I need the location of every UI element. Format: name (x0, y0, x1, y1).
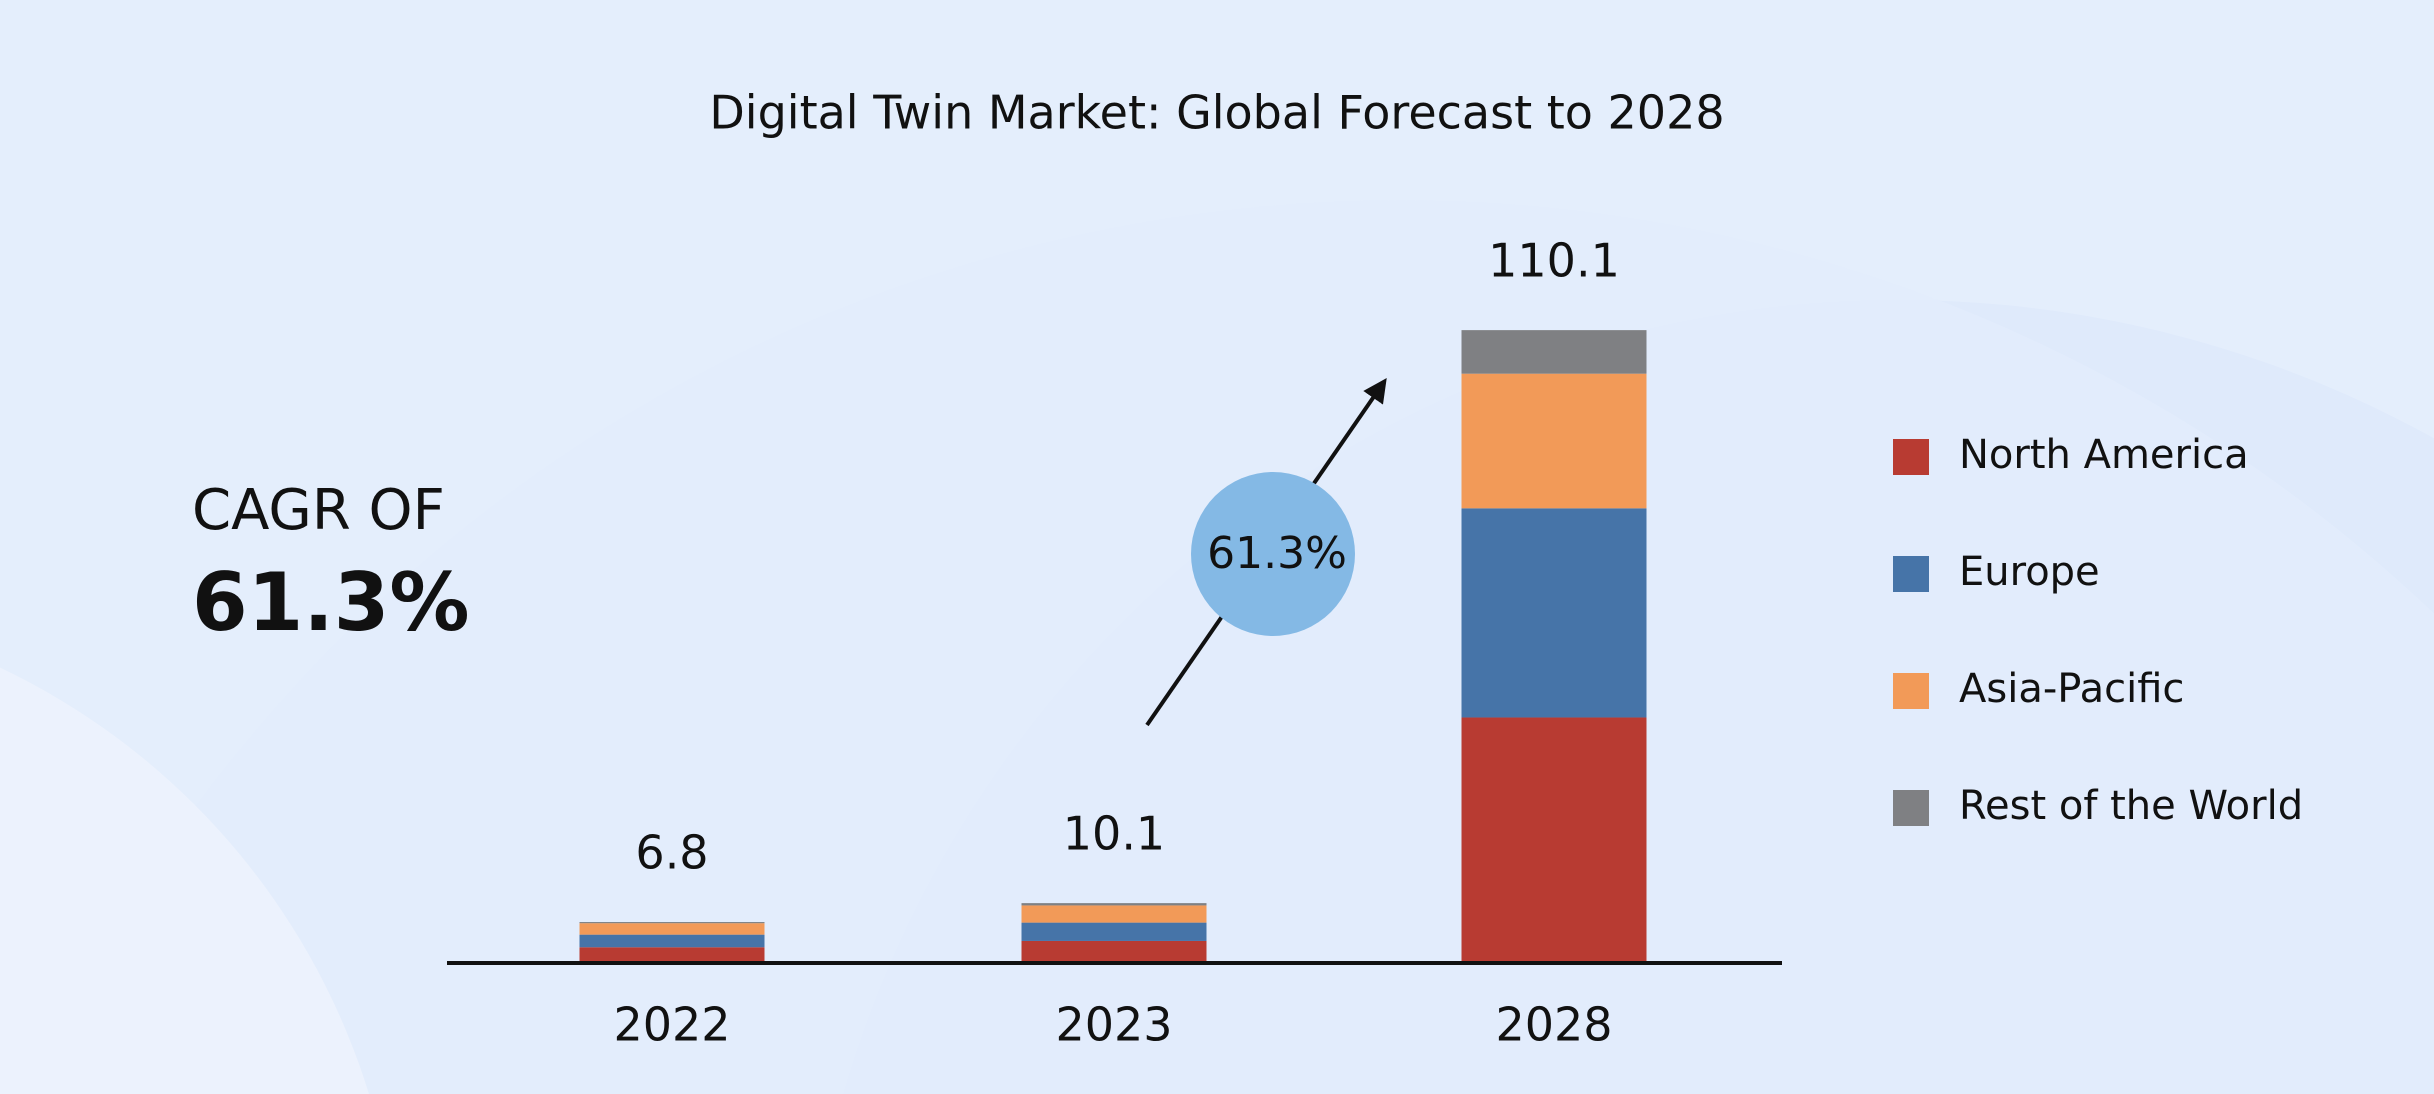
bar-segment (1021, 922, 1207, 941)
bar-segment (579, 922, 765, 924)
total-label: 6.8 (635, 826, 708, 880)
bar-segment (579, 923, 765, 935)
bar-segment (1461, 508, 1647, 718)
legend-label: North America (1959, 432, 2249, 478)
bar-segment (1021, 905, 1207, 923)
bar-segment (1461, 330, 1647, 374)
x-tick-label: 2023 (1055, 998, 1172, 1052)
bar-segment (579, 934, 765, 948)
legend-label: Europe (1959, 549, 2100, 595)
bg-arc (0, 667, 369, 1094)
bg-arc (27, 200, 2434, 1094)
legend-swatch (1893, 556, 1929, 592)
bar-segment (1461, 717, 1647, 961)
annotation: CAGR OF (192, 478, 445, 543)
cagr-badge (1191, 472, 1355, 636)
legend-swatch (1893, 790, 1929, 826)
legend-swatch (1893, 439, 1929, 475)
cagr-badge-label: 61.3% (1207, 528, 1347, 579)
bar-segment (1021, 903, 1207, 906)
chart-title: Digital Twin Market: Global Forecast to … (709, 86, 1724, 140)
legend-swatch (1893, 673, 1929, 709)
bar-segment (579, 947, 765, 961)
x-tick-label: 2022 (613, 998, 730, 1052)
legend-label: Asia-Pacific (1959, 666, 2184, 712)
total-label: 110.1 (1488, 234, 1620, 288)
bar-segment (1021, 940, 1207, 961)
annotation: 61.3% (192, 556, 470, 649)
total-label: 10.1 (1063, 807, 1165, 861)
legend-label: Rest of the World (1959, 783, 2303, 829)
bar-segment (1461, 373, 1647, 509)
x-tick-label: 2028 (1495, 998, 1612, 1052)
